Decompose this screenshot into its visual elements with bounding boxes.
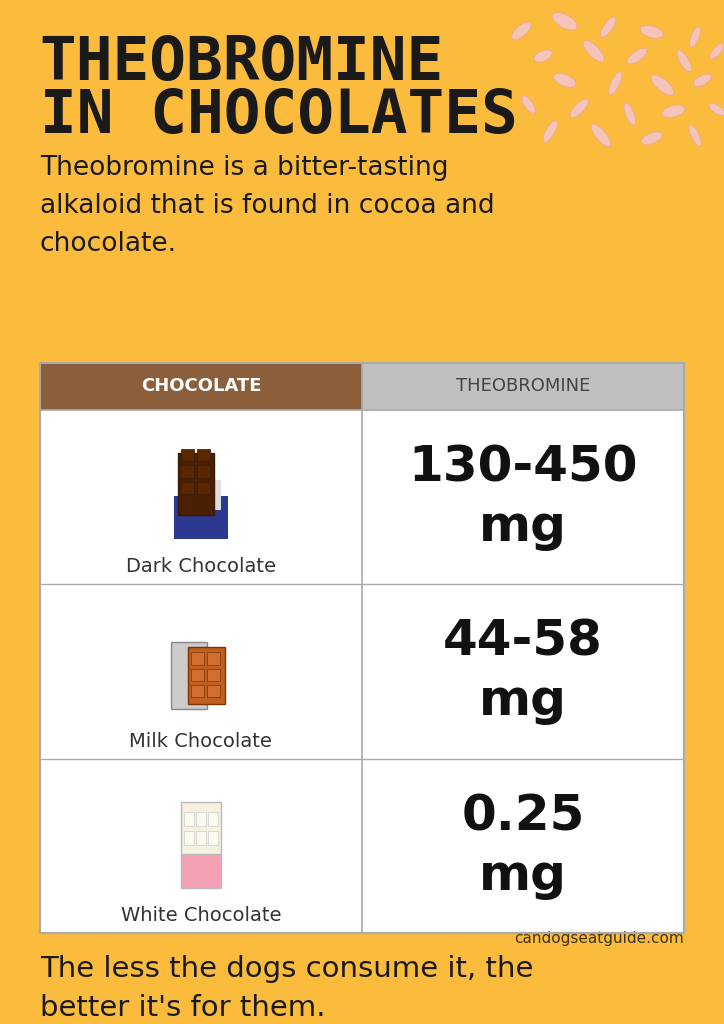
Text: The less the dogs consume it, the
better it's for them.: The less the dogs consume it, the better… (40, 954, 533, 1022)
FancyBboxPatch shape (191, 685, 203, 697)
Text: Theobromine is a bitter-tasting
alkaloid that is found in cocoa and
chocolate.: Theobromine is a bitter-tasting alkaloid… (40, 155, 494, 257)
Text: 0.25
mg: 0.25 mg (461, 793, 585, 900)
Ellipse shape (600, 16, 616, 37)
Ellipse shape (694, 74, 711, 87)
FancyBboxPatch shape (181, 802, 221, 855)
Text: IN CHOCOLATES: IN CHOCOLATES (40, 87, 518, 146)
FancyBboxPatch shape (40, 362, 362, 410)
Ellipse shape (522, 95, 535, 114)
FancyBboxPatch shape (181, 465, 194, 478)
Ellipse shape (552, 12, 577, 30)
Text: Milk Chocolate: Milk Chocolate (130, 732, 272, 751)
Ellipse shape (709, 103, 724, 116)
FancyBboxPatch shape (206, 685, 219, 697)
FancyBboxPatch shape (208, 812, 218, 826)
Ellipse shape (627, 48, 647, 63)
Ellipse shape (591, 124, 611, 146)
FancyBboxPatch shape (206, 669, 219, 681)
FancyBboxPatch shape (197, 481, 209, 494)
Text: THEOBROMINE: THEOBROMINE (40, 34, 444, 93)
FancyBboxPatch shape (197, 465, 209, 478)
FancyBboxPatch shape (362, 362, 684, 410)
Text: 130-450
mg: 130-450 mg (408, 443, 638, 551)
Ellipse shape (690, 27, 700, 47)
FancyBboxPatch shape (191, 652, 203, 665)
Text: White Chocolate: White Chocolate (121, 906, 281, 926)
Ellipse shape (662, 104, 685, 118)
Ellipse shape (710, 44, 723, 58)
FancyBboxPatch shape (184, 830, 194, 845)
Text: CHOCOLATE: CHOCOLATE (140, 377, 261, 395)
FancyBboxPatch shape (178, 453, 214, 515)
FancyBboxPatch shape (174, 496, 228, 540)
Text: Dark Chocolate: Dark Chocolate (126, 557, 276, 577)
Ellipse shape (553, 74, 576, 87)
FancyBboxPatch shape (181, 479, 221, 510)
Ellipse shape (651, 75, 674, 95)
Ellipse shape (584, 41, 604, 62)
Text: THEOBROMINE: THEOBROMINE (456, 377, 590, 395)
FancyBboxPatch shape (206, 652, 219, 665)
FancyBboxPatch shape (208, 830, 218, 845)
Ellipse shape (677, 50, 691, 72)
Text: 44-58
mg: 44-58 mg (443, 617, 603, 725)
FancyBboxPatch shape (197, 449, 209, 462)
Ellipse shape (689, 125, 702, 146)
FancyBboxPatch shape (196, 830, 206, 845)
Text: candogseatguide.com: candogseatguide.com (515, 931, 684, 946)
Ellipse shape (609, 72, 622, 94)
Ellipse shape (543, 121, 557, 142)
Ellipse shape (641, 132, 662, 144)
FancyBboxPatch shape (181, 481, 194, 494)
Ellipse shape (640, 26, 663, 38)
FancyBboxPatch shape (184, 812, 194, 826)
FancyBboxPatch shape (191, 669, 203, 681)
Ellipse shape (512, 23, 531, 40)
Ellipse shape (624, 103, 636, 125)
Ellipse shape (534, 50, 552, 62)
FancyBboxPatch shape (188, 646, 225, 705)
FancyBboxPatch shape (40, 362, 684, 934)
FancyBboxPatch shape (181, 449, 194, 462)
FancyBboxPatch shape (171, 642, 206, 709)
Ellipse shape (570, 99, 589, 118)
FancyBboxPatch shape (196, 812, 206, 826)
FancyBboxPatch shape (181, 854, 221, 889)
